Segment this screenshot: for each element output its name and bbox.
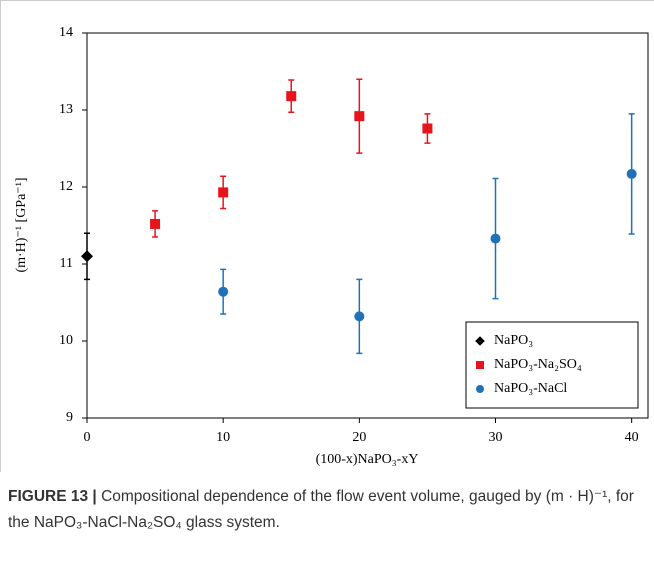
legend-marker: [476, 361, 484, 369]
data-point: [81, 250, 93, 263]
data-point: [218, 286, 229, 297]
caption: FIGURE 13 | Compositional dependence of …: [8, 484, 644, 536]
legend-label: NaPO₃-Na₂SO₄: [494, 357, 582, 372]
y-tick-label: 9: [66, 410, 73, 425]
chart: (100-x)NaPO₃-xY (m·H)⁻¹ [GPa⁻¹] 9 10 11 12 1…: [0, 0, 654, 472]
data-point: [354, 111, 365, 122]
data-point: [218, 187, 229, 198]
legend-label: NaPO₃: [494, 333, 533, 348]
legend-label: NaPO₃-NaCl: [494, 381, 567, 396]
legend-marker: [476, 385, 484, 393]
x-tick-label: 10: [216, 430, 230, 445]
x-tick-label: 20: [352, 430, 366, 445]
x-tick-label: 40: [625, 430, 639, 445]
legend-box: [465, 321, 639, 409]
y-tick-label: 11: [60, 256, 73, 271]
plot-frame: [86, 32, 649, 419]
data-point: [150, 218, 161, 229]
y-axis-label: (m·H)⁻¹ [GPa⁻¹]: [14, 177, 29, 272]
x-tick-label: 30: [488, 430, 502, 445]
x-axis-label: (100-x)NaPO₃-xY: [316, 452, 419, 467]
y-tick-label: 13: [59, 102, 73, 117]
y-tick-label: 10: [59, 333, 73, 348]
data-point: [286, 91, 297, 102]
y-tick-label: 12: [59, 179, 73, 194]
x-tick-label: 0: [84, 430, 91, 445]
y-tick-label: 14: [59, 25, 73, 40]
caption-text: Compositional dependence of the flow eve…: [8, 488, 634, 531]
data-point: [490, 233, 501, 244]
data-point: [354, 311, 365, 322]
data-point: [422, 123, 433, 134]
caption-label: FIGURE 13 |: [8, 488, 97, 505]
data-point: [626, 168, 637, 179]
figure-frame: [0, 0, 654, 472]
